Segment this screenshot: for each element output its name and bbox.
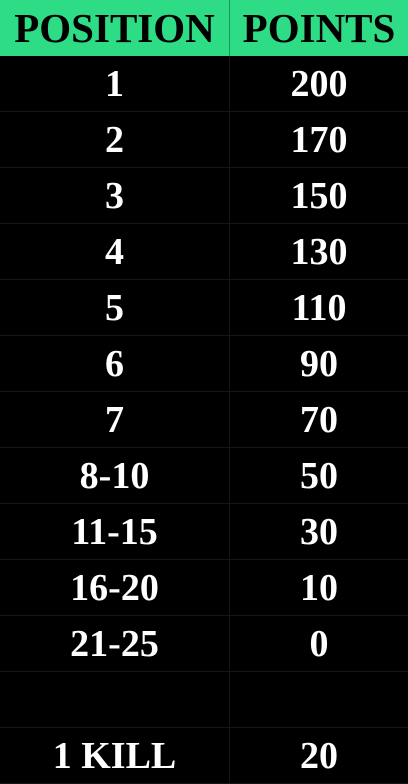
position-cell: 2: [0, 112, 230, 168]
points-cell: 10: [230, 560, 408, 616]
points-cell: 0: [230, 616, 408, 672]
position-cell: 6: [0, 336, 230, 392]
position-cell: 5: [0, 280, 230, 336]
position-cell: 11-15: [0, 504, 230, 560]
position-cell: 21-25: [0, 616, 230, 672]
points-cell: 130: [230, 224, 408, 280]
empty-position-cell: [0, 672, 230, 728]
points-cell: 90: [230, 336, 408, 392]
points-cell: 30: [230, 504, 408, 560]
kill-points-cell: 20: [230, 728, 408, 784]
points-cell: 150: [230, 168, 408, 224]
empty-points-cell: [230, 672, 408, 728]
position-cell: 1: [0, 56, 230, 112]
points-cell: 170: [230, 112, 408, 168]
position-cell: 16-20: [0, 560, 230, 616]
header-position: POSITION: [0, 0, 230, 56]
points-cell: 50: [230, 448, 408, 504]
points-cell: 110: [230, 280, 408, 336]
position-cell: 7: [0, 392, 230, 448]
position-cell: 3: [0, 168, 230, 224]
header-points: POINTS: [230, 0, 408, 56]
points-cell: 70: [230, 392, 408, 448]
kill-position-cell: 1 KILL: [0, 728, 230, 784]
position-cell: 4: [0, 224, 230, 280]
points-cell: 200: [230, 56, 408, 112]
position-cell: 8-10: [0, 448, 230, 504]
